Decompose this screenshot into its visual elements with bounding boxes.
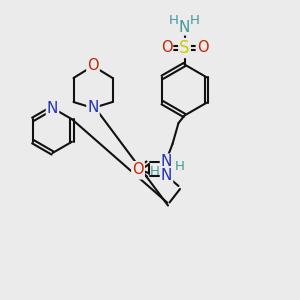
Text: H: H <box>150 165 159 178</box>
Text: S: S <box>179 39 190 57</box>
Text: N: N <box>179 20 190 34</box>
Text: N: N <box>87 100 99 116</box>
Text: H: H <box>175 160 185 173</box>
Text: H: H <box>190 14 200 28</box>
Text: O: O <box>132 162 144 177</box>
Text: O: O <box>161 40 172 56</box>
Text: O: O <box>132 164 144 178</box>
Text: O: O <box>197 40 208 56</box>
Text: N: N <box>47 100 58 116</box>
Text: H: H <box>169 14 179 28</box>
Text: O: O <box>87 58 99 74</box>
Text: N: N <box>161 168 172 183</box>
Text: N: N <box>161 154 172 169</box>
